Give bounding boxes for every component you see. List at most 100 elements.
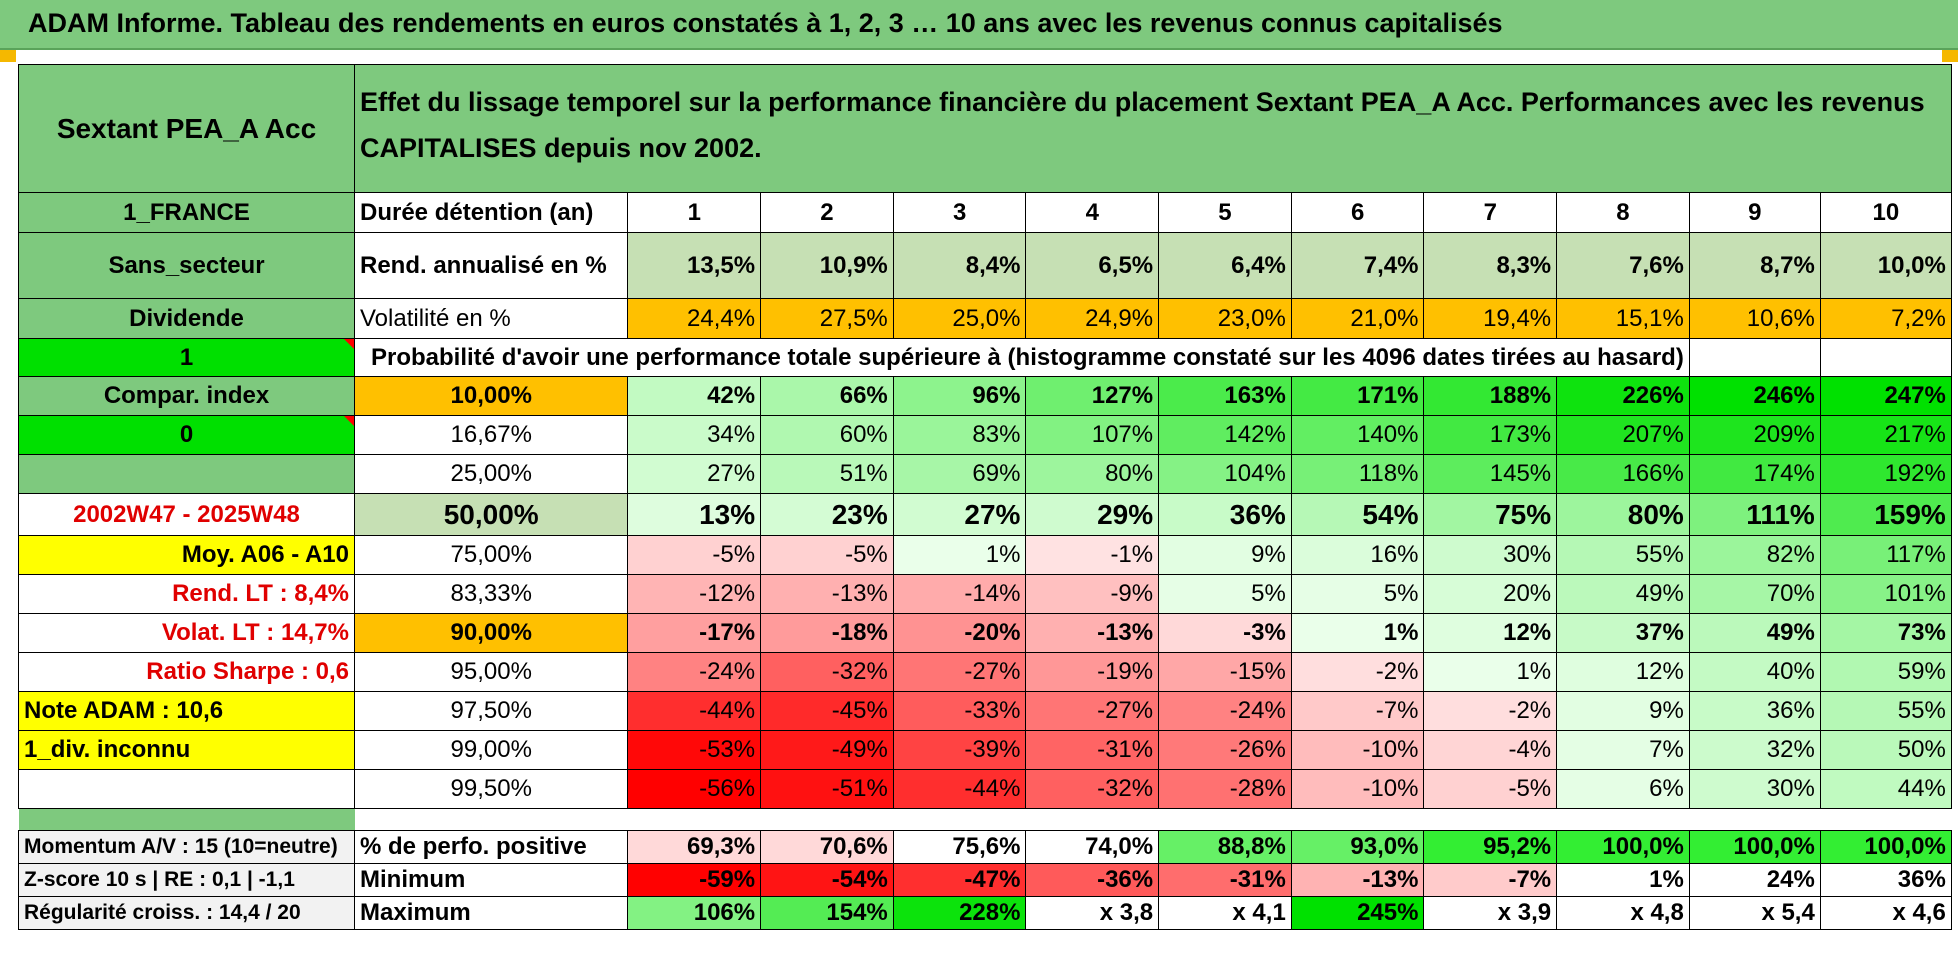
- rend-value: 8,7%: [1688, 232, 1821, 299]
- prob-value: 54%: [1290, 493, 1425, 536]
- prob-threshold: 99,00%: [353, 730, 629, 770]
- year-header: 4: [1025, 192, 1160, 233]
- prob-value: 5%: [1290, 574, 1425, 614]
- prob-value: 80%: [1556, 493, 1690, 536]
- prob-value: -7%: [1290, 691, 1425, 731]
- volat-lt-label: Volat. LT : 14,7%: [18, 613, 355, 653]
- prob-value: 27%: [627, 454, 762, 494]
- prob-value: -17%: [627, 613, 762, 653]
- prob-value: -27%: [892, 652, 1027, 692]
- rend-value: 10,9%: [760, 232, 894, 299]
- prob-value: 29%: [1025, 493, 1160, 536]
- prob-threshold: 97,50%: [353, 691, 629, 731]
- prob-value: 23%: [760, 493, 894, 536]
- vol-value: 27,5%: [760, 298, 894, 339]
- table-row: 0 16,67% 34% 60% 83% 107% 142% 140% 173% 207% 209%…: [18, 415, 1952, 455]
- note-label: Note ADAM : 10,6: [18, 691, 355, 731]
- moy-label: Moy. A06 - A10: [18, 535, 355, 575]
- prob-value: 9%: [1556, 691, 1690, 731]
- prob-value: 171%: [1290, 376, 1425, 416]
- prob-value: 188%: [1423, 376, 1558, 416]
- vol-label: Volatilité en %: [353, 298, 629, 339]
- prob-value: 27%: [892, 493, 1027, 536]
- table-row: Dividende Volatilité en % 24,4% 27,5% 25,0% 2…: [18, 298, 1952, 339]
- sharpe-label: Ratio Sharpe : 0,6: [18, 652, 355, 692]
- minimum-value: 1%: [1556, 863, 1690, 897]
- prob-value: -32%: [1025, 769, 1160, 809]
- compar-index-label: Compar. index: [18, 376, 355, 416]
- maximum-value: x 3,9: [1423, 896, 1558, 930]
- positive-value: 88,8%: [1158, 830, 1292, 864]
- table-row: Moy. A06 - A10 75,00% -5% -5% 1% -1% 9% 16% 30% 5…: [18, 535, 1952, 575]
- prob-value: 66%: [760, 376, 894, 416]
- prob-value: 30%: [1688, 769, 1821, 809]
- separator: [354, 808, 1952, 831]
- positive-value: 100,0%: [1819, 830, 1952, 864]
- sector-label: Sans_secteur: [18, 232, 355, 299]
- prob-value: -24%: [1158, 691, 1292, 731]
- prob-value: 55%: [1819, 691, 1952, 731]
- prob-value: -19%: [1025, 652, 1160, 692]
- vol-value: 7,2%: [1819, 298, 1952, 339]
- prob-value: -2%: [1423, 691, 1558, 731]
- separator: [18, 808, 355, 831]
- prob-threshold: 25,00%: [353, 454, 629, 494]
- prob-value: 117%: [1819, 535, 1952, 575]
- prob-value: -3%: [1158, 613, 1292, 653]
- maximum-label: Maximum: [353, 896, 629, 930]
- rend-label: Rend. annualisé en %: [353, 232, 629, 299]
- prob-value: 226%: [1556, 376, 1690, 416]
- prob-value: -10%: [1290, 769, 1425, 809]
- year-header: 3: [892, 192, 1027, 233]
- year-header: 5: [1158, 192, 1292, 233]
- rend-value: 7,6%: [1556, 232, 1690, 299]
- table-row: Ratio Sharpe : 0,6 95,00% -24% -32% -27% -19%…: [18, 652, 1952, 692]
- prob-value: 12%: [1423, 613, 1558, 653]
- prob-value: 159%: [1819, 493, 1952, 536]
- period-label: 2002W47 - 2025W48: [18, 493, 355, 536]
- prob-value: 49%: [1556, 574, 1690, 614]
- rend-value: 6,5%: [1025, 232, 1160, 299]
- prob-value: -56%: [627, 769, 762, 809]
- prob-value: 32%: [1688, 730, 1821, 770]
- positive-value: 75,6%: [892, 830, 1027, 864]
- rend-value: 13,5%: [627, 232, 762, 299]
- year-header: 1: [627, 192, 762, 233]
- prob-threshold: 83,33%: [353, 574, 629, 614]
- year-header: 7: [1423, 192, 1558, 233]
- table-row: Régularité croiss. : 14,4 / 20 Maximum 106…: [18, 896, 1952, 930]
- prob-value: -20%: [892, 613, 1027, 653]
- prob-value: 209%: [1688, 415, 1821, 455]
- prob-value: 1%: [892, 535, 1027, 575]
- prob-value: 104%: [1158, 454, 1292, 494]
- minimum-value: -47%: [892, 863, 1027, 897]
- prob-value: 82%: [1688, 535, 1821, 575]
- returns-table: Sextant PEA_A Acc Effet du lissage tempor…: [18, 64, 1952, 930]
- prob-threshold: 95,00%: [353, 652, 629, 692]
- prob-value: 217%: [1819, 415, 1952, 455]
- positive-value: 100,0%: [1688, 830, 1821, 864]
- minimum-value: -13%: [1290, 863, 1425, 897]
- prob-value: 1%: [1290, 613, 1425, 653]
- prob-value: 51%: [760, 454, 894, 494]
- prob-value: -13%: [760, 574, 894, 614]
- minimum-label: Minimum: [353, 863, 629, 897]
- prob-value: 80%: [1025, 454, 1160, 494]
- vol-value: 21,0%: [1290, 298, 1425, 339]
- corner-marker: [0, 50, 16, 62]
- prob-value: 59%: [1819, 652, 1952, 692]
- prob-value: 247%: [1819, 376, 1952, 416]
- minimum-value: -7%: [1423, 863, 1558, 897]
- prob-value: -44%: [627, 691, 762, 731]
- positive-value: 69,3%: [627, 830, 762, 864]
- table-row: Volat. LT : 14,7% 90,00% -17% -18% -20% -13% -…: [18, 613, 1952, 653]
- prob-value: -4%: [1423, 730, 1558, 770]
- duration-label: Durée détention (an): [353, 192, 629, 233]
- prob-value: 111%: [1688, 493, 1821, 536]
- table-row: 25,00% 27% 51% 69% 80% 104% 118% 145% 166% 174% 19…: [18, 454, 1952, 494]
- prob-value: -1%: [1025, 535, 1160, 575]
- prob-label: Probabilité d'avoir une performance tota…: [354, 338, 1690, 377]
- prob-value: 50%: [1819, 730, 1952, 770]
- positive-value: 70,6%: [760, 830, 894, 864]
- prob-value: 96%: [892, 376, 1027, 416]
